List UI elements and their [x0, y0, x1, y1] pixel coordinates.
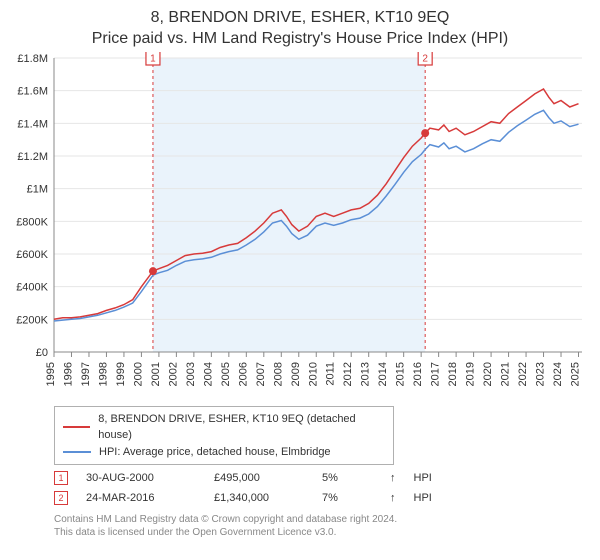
- chart-title-line1: 8, BRENDON DRIVE, ESHER, KT10 9EQ: [10, 8, 590, 29]
- svg-text:2007: 2007: [255, 362, 267, 386]
- svg-text:£1.8M: £1.8M: [17, 53, 48, 65]
- svg-text:2009: 2009: [290, 362, 302, 386]
- svg-text:2020: 2020: [482, 362, 494, 386]
- marker-vs-1: HPI: [414, 472, 432, 484]
- legend-label-series1: 8, BRENDON DRIVE, ESHER, KT10 9EQ (detac…: [98, 411, 385, 444]
- svg-text:£800K: £800K: [16, 216, 48, 228]
- svg-text:2005: 2005: [220, 362, 232, 386]
- svg-text:£200K: £200K: [16, 314, 48, 326]
- line-chart-svg: £0 £200K £400K £600K £800K £1M £1.2M £1.4M £1.6M…: [10, 52, 590, 402]
- svg-text:2018: 2018: [447, 362, 459, 386]
- legend-swatch-series2: [63, 451, 91, 453]
- marker-price-1: £495,000: [214, 472, 304, 484]
- legend-item-2: HPI: Average price, detached house, Elmb…: [63, 444, 385, 461]
- footer-attribution: Contains HM Land Registry data © Crown c…: [54, 513, 590, 539]
- svg-text:2006: 2006: [237, 362, 249, 386]
- svg-text:2004: 2004: [202, 362, 214, 386]
- chart-area: £0 £200K £400K £600K £800K £1M £1.2M £1.4M £1.6M…: [10, 52, 590, 402]
- svg-text:£1.4M: £1.4M: [17, 118, 48, 130]
- legend-swatch-series1: [63, 426, 90, 428]
- svg-text:1996: 1996: [62, 362, 74, 386]
- legend-item-1: 8, BRENDON DRIVE, ESHER, KT10 9EQ (detac…: [63, 411, 385, 444]
- marker-date-1: 30-AUG-2000: [86, 472, 196, 484]
- marker-vs-2: HPI: [414, 492, 432, 504]
- footer-line1: Contains HM Land Registry data © Crown c…: [54, 513, 590, 526]
- svg-text:2: 2: [422, 53, 428, 64]
- footer-line2: This data is licensed under the Open Gov…: [54, 526, 590, 539]
- marker-pct-2: 7%: [322, 492, 372, 504]
- svg-text:2022: 2022: [517, 362, 529, 386]
- marker-date-2: 24-MAR-2016: [86, 492, 196, 504]
- marker-price-2: £1,340,000: [214, 492, 304, 504]
- marker-arrow-1: ↑: [390, 472, 396, 484]
- svg-text:2008: 2008: [272, 362, 284, 386]
- svg-text:1999: 1999: [115, 362, 127, 386]
- marker-arrow-2: ↑: [390, 492, 396, 504]
- svg-text:2011: 2011: [325, 362, 337, 386]
- svg-text:2003: 2003: [185, 362, 197, 386]
- svg-text:2019: 2019: [465, 362, 477, 386]
- svg-text:1: 1: [150, 53, 156, 64]
- svg-text:£1.6M: £1.6M: [17, 85, 48, 97]
- svg-text:£600K: £600K: [16, 249, 48, 261]
- svg-text:2016: 2016: [412, 362, 424, 386]
- marker-row-1: 1 30-AUG-2000 £495,000 5% ↑ HPI: [54, 471, 590, 485]
- svg-text:2002: 2002: [167, 362, 179, 386]
- svg-text:2013: 2013: [360, 362, 372, 386]
- marker-pct-1: 5%: [322, 472, 372, 484]
- svg-text:2025: 2025: [570, 362, 582, 386]
- marker-chip-1: 1: [54, 471, 68, 485]
- svg-text:2023: 2023: [535, 362, 547, 386]
- svg-text:£0: £0: [36, 347, 48, 359]
- svg-text:2017: 2017: [430, 362, 442, 386]
- marker-chip-2: 2: [54, 491, 68, 505]
- marker-table: 1 30-AUG-2000 £495,000 5% ↑ HPI 2 24-MAR…: [54, 471, 590, 511]
- svg-text:£1.2M: £1.2M: [17, 151, 48, 163]
- svg-text:1997: 1997: [80, 362, 92, 386]
- svg-text:1995: 1995: [45, 362, 57, 386]
- svg-text:2021: 2021: [500, 362, 512, 386]
- svg-text:2010: 2010: [307, 362, 319, 386]
- svg-text:2015: 2015: [395, 362, 407, 386]
- svg-text:2000: 2000: [132, 362, 144, 386]
- svg-text:£1M: £1M: [27, 183, 48, 195]
- legend: 8, BRENDON DRIVE, ESHER, KT10 9EQ (detac…: [54, 406, 394, 466]
- svg-text:1998: 1998: [97, 362, 109, 386]
- chart-title-line2: Price paid vs. HM Land Registry's House …: [10, 29, 590, 50]
- marker-row-2: 2 24-MAR-2016 £1,340,000 7% ↑ HPI: [54, 491, 590, 505]
- svg-text:£400K: £400K: [16, 281, 48, 293]
- svg-text:2012: 2012: [342, 362, 354, 386]
- legend-label-series2: HPI: Average price, detached house, Elmb…: [99, 444, 331, 461]
- svg-text:2014: 2014: [377, 362, 389, 386]
- svg-text:2001: 2001: [150, 362, 162, 386]
- svg-text:2024: 2024: [552, 362, 564, 386]
